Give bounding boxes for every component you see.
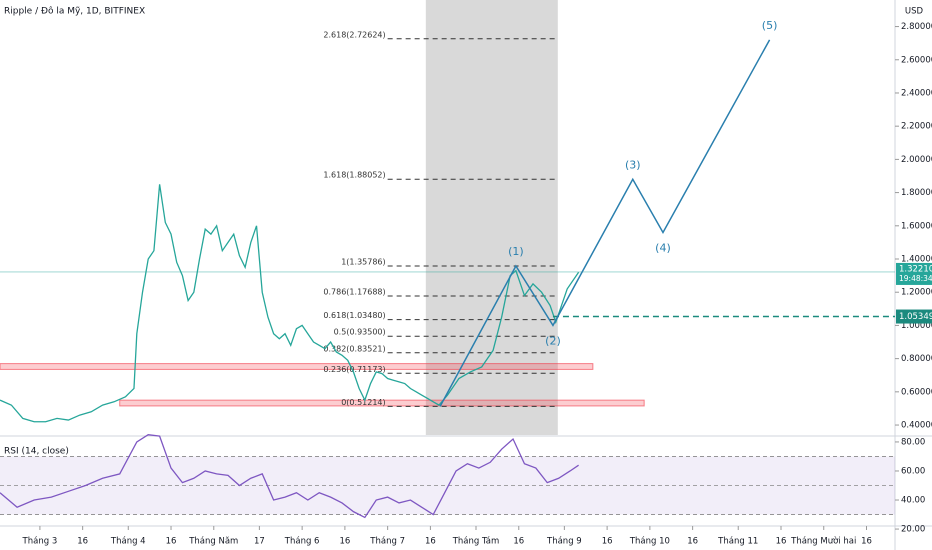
fib-label: 2.618(2.72624) xyxy=(323,30,385,39)
y-tick-label: 2.20000 xyxy=(901,122,932,132)
fib-label: 1(1.35786) xyxy=(341,258,385,267)
y-tick-label: 2.80000 xyxy=(901,22,932,32)
fib-label: 0.5(0.93500) xyxy=(334,328,386,337)
x-tick-label: 16 xyxy=(77,537,88,547)
wave-label: (2) xyxy=(545,334,561,347)
fib-label: 0.382(0.83521) xyxy=(323,344,385,353)
wave-label: (5) xyxy=(762,19,778,32)
x-tick-label: Tháng Năm xyxy=(188,537,238,547)
x-tick-label: Tháng 3 xyxy=(22,537,58,547)
rsi-y-tick-label: 80.00 xyxy=(901,437,925,447)
highlight-region xyxy=(425,0,558,435)
last-price-label: 1.32210 xyxy=(899,264,932,274)
x-tick-label: Tháng 10 xyxy=(629,537,670,547)
chart-title: Ripple / Đô la Mỹ, 1D, BITFINEX xyxy=(4,6,145,17)
y-tick-label: 1.80000 xyxy=(901,188,932,198)
x-tick-label: Tháng 11 xyxy=(717,537,758,547)
x-tick-label: Tháng Mười hai xyxy=(790,536,856,547)
countdown-label: 19:48:34 xyxy=(899,274,932,283)
x-tick-label: 16 xyxy=(425,537,436,547)
level-box xyxy=(896,309,932,324)
rsi-y-tick-label: 60.00 xyxy=(901,466,925,476)
fib-label: 0.236(0.71173) xyxy=(323,365,385,374)
fib-label: 0(0.51214) xyxy=(341,398,385,407)
wave-label: (1) xyxy=(508,245,524,258)
x-tick-label: 16 xyxy=(687,537,698,547)
rsi-title: RSI (14, close) xyxy=(4,447,69,457)
wave-path xyxy=(439,39,771,407)
x-tick-label: Tháng 9 xyxy=(546,537,582,547)
x-tick-label: 16 xyxy=(861,537,872,547)
y-tick-label: 1.00000 xyxy=(901,321,932,331)
x-tick-label: 17 xyxy=(254,537,265,547)
x-tick-label: Tháng Tám xyxy=(452,537,500,547)
support-zone xyxy=(0,363,594,370)
y-tick-label: 2.00000 xyxy=(901,155,932,165)
price-line xyxy=(0,184,580,423)
unit-label: USD xyxy=(905,7,924,17)
fib-label: 0.786(1.17688) xyxy=(323,288,385,297)
level-label: 1.05349 xyxy=(899,312,932,322)
y-tick-label: 1.20000 xyxy=(901,288,932,298)
x-tick-label: 16 xyxy=(776,537,787,547)
x-tick-label: Tháng 7 xyxy=(369,537,405,547)
y-tick-label: 0.80000 xyxy=(901,354,932,364)
fib-label: 1.618(1.88052) xyxy=(323,171,385,180)
fib-label: 0.618(1.03480) xyxy=(323,311,385,320)
rsi-line xyxy=(0,434,579,519)
wave-label: (4) xyxy=(655,241,671,254)
support-zone xyxy=(119,399,645,407)
x-tick-label: 16 xyxy=(602,537,613,547)
x-tick-label: 16 xyxy=(166,537,177,547)
x-tick-label: 16 xyxy=(339,537,350,547)
x-tick-label: Tháng 6 xyxy=(284,537,320,547)
rsi-y-tick-label: 40.00 xyxy=(901,496,925,506)
last-price-box xyxy=(896,262,932,285)
rsi-y-tick-label: 20.00 xyxy=(901,525,925,535)
x-tick-label: Tháng 4 xyxy=(110,537,146,547)
wave-label: (3) xyxy=(625,158,641,171)
x-tick-label: 16 xyxy=(513,537,524,547)
